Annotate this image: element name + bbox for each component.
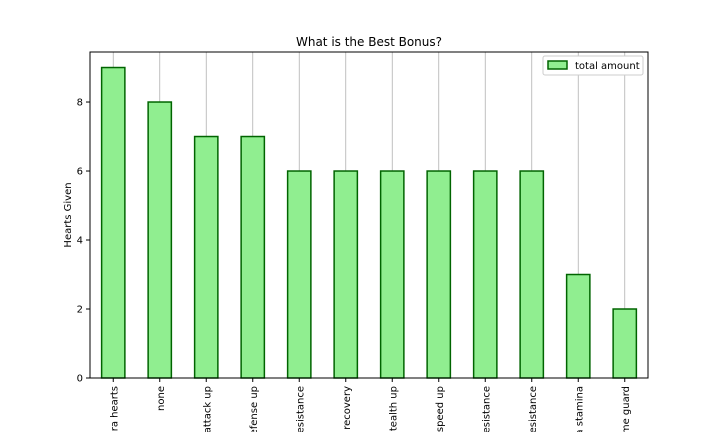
y-axis-label: Hearts Given — [63, 182, 74, 247]
y-tick-label: 8 — [77, 98, 83, 109]
legend-box — [542, 55, 644, 76]
bar — [612, 308, 638, 379]
x-tick-label: me guard — [621, 386, 632, 432]
x-axis-ticks: ra hearts none attack up efense up esistance… — [109, 378, 632, 432]
y-tick-label: 2 — [77, 305, 83, 316]
x-tick-label: none — [156, 386, 167, 411]
x-tick-label: esistance — [528, 386, 539, 432]
bar — [147, 101, 173, 379]
bar — [426, 170, 452, 379]
x-tick-label: speed up — [435, 386, 446, 432]
x-tick-label: efense up — [249, 386, 260, 432]
legend-swatch — [547, 60, 568, 70]
chart-title: What is the Best Bonus? — [296, 35, 442, 49]
bar — [240, 135, 266, 379]
bar — [333, 170, 359, 379]
plot-frame — [89, 51, 649, 379]
bar — [472, 170, 498, 379]
y-tick-label: 0 — [77, 374, 83, 385]
legend: total amount — [542, 55, 644, 76]
x-tick-label: attack up — [202, 386, 213, 432]
x-tick-label: a stamina — [574, 386, 585, 432]
bar — [193, 135, 219, 379]
grid-lines — [112, 52, 626, 378]
x-tick-label: recovery — [342, 386, 353, 430]
legend-label: total amount — [575, 61, 640, 72]
y-tick-label: 4 — [77, 236, 83, 247]
bar — [286, 170, 312, 379]
bar — [519, 170, 545, 379]
x-tick-label: ra hearts — [109, 386, 120, 431]
x-tick-label: esistance — [481, 386, 492, 432]
bar — [379, 170, 405, 379]
bar — [565, 273, 591, 379]
y-axis-ticks: 0 2 4 6 8 — [77, 98, 90, 385]
x-tick-label: tealth up — [388, 386, 399, 431]
y-tick-label: 6 — [77, 167, 83, 178]
bar — [100, 66, 126, 379]
x-tick-label: esistance — [295, 386, 306, 432]
bars — [100, 66, 638, 379]
